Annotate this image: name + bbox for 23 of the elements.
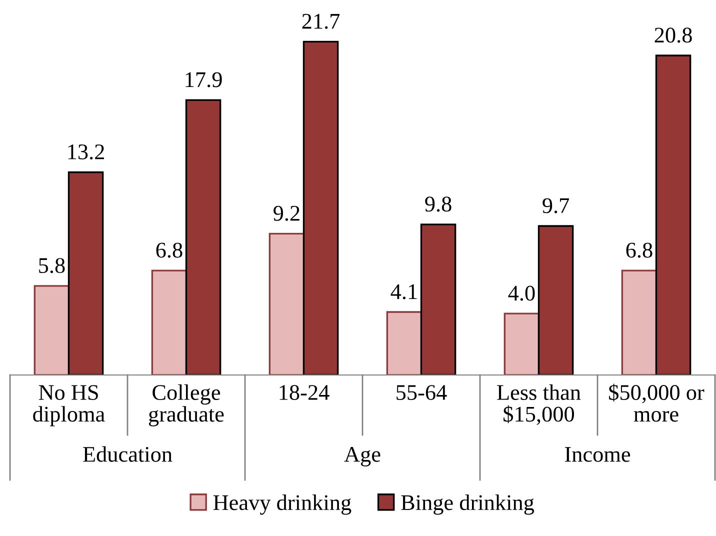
x-tick-label: $50,000 or more [609, 384, 704, 422]
data-label: 6.8 [626, 242, 652, 258]
data-label: 9.7 [542, 198, 570, 214]
x-tick-label: 55-64 [396, 385, 447, 400]
data-label: 5.8 [39, 258, 65, 274]
text: Income [564, 447, 630, 462]
data-label: 17.9 [186, 72, 222, 88]
text: Age [344, 446, 380, 466]
data-label: 4.1 [390, 284, 417, 300]
x-tick-label: Less than $15,000 [497, 384, 581, 425]
data-label: 20.8 [654, 28, 692, 43]
legend-label: Heavy drinking [213, 494, 352, 515]
data-label: 9.8 [425, 196, 452, 212]
data-label: 13.2 [68, 144, 104, 160]
x-tick-label: No HS diploma [33, 385, 105, 426]
data-label: 9.2 [274, 206, 300, 221]
data-label: 4.0 [508, 286, 535, 301]
data-label: 21.7 [302, 14, 340, 29]
data-label: 6.8 [156, 242, 182, 258]
x-tick-label: College graduate [148, 384, 224, 426]
x-tick-label: 18-24 [280, 385, 330, 400]
text: Education [83, 446, 172, 462]
legend-label: Binge drinking [401, 494, 534, 515]
